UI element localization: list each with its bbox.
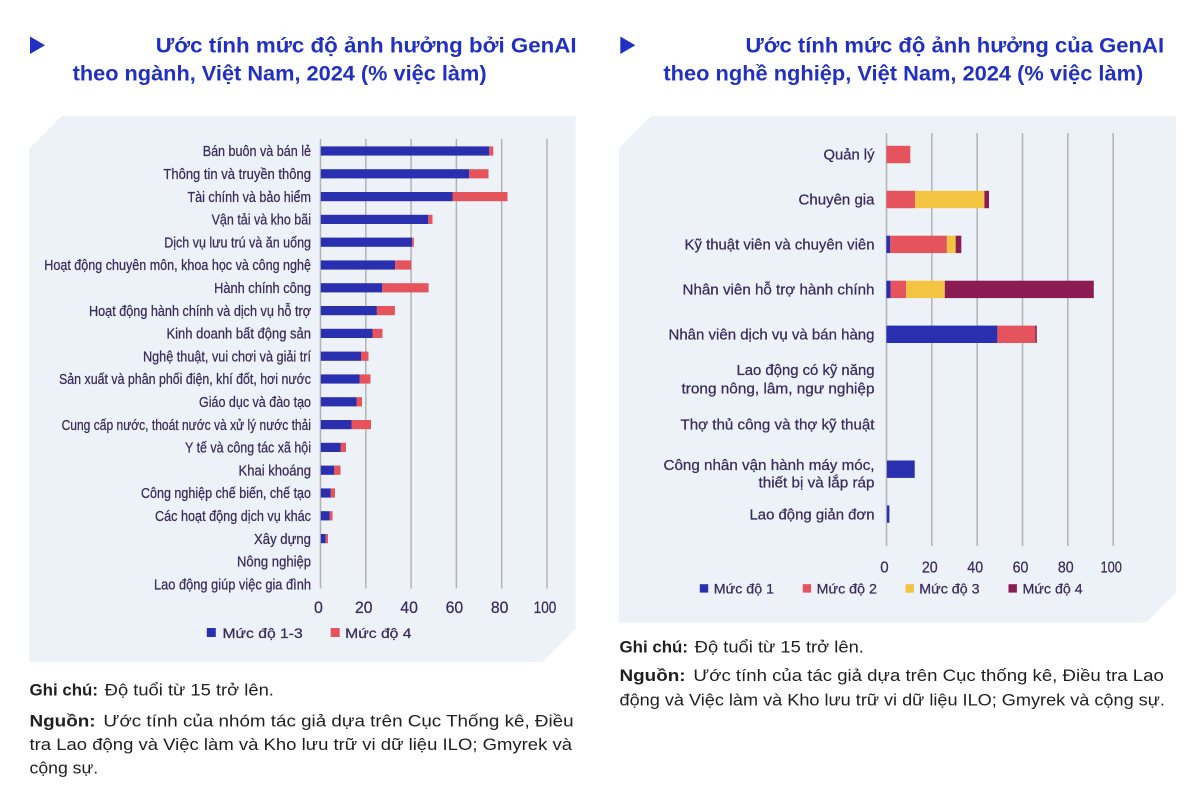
svg-text:Giáo dục và đào tạo: Giáo dục và đào tạo: [199, 395, 311, 411]
svg-text:60: 60: [446, 598, 464, 617]
svg-text:Hoạt động chuyên môn, khoa học: Hoạt động chuyên môn, khoa học và công n…: [44, 258, 311, 274]
svg-text:Mức độ 3: Mức độ 3: [919, 581, 979, 597]
svg-text:Hành chính công: Hành chính công: [214, 281, 311, 297]
svg-text:Mức độ 2: Mức độ 2: [817, 581, 877, 597]
svg-text:Các hoạt động dịch vụ khác: Các hoạt động dịch vụ khác: [155, 509, 311, 525]
svg-text:theo ngành, Việt Nam, 2024 (%: theo ngành, Việt Nam, 2024 (% việc làm): [73, 63, 487, 86]
svg-text:Mức độ 4: Mức độ 4: [1023, 581, 1083, 597]
svg-text:Lao động giúp việc gia đình: Lao động giúp việc gia đình: [154, 577, 311, 593]
svg-text:Ghi chú:: Ghi chú:: [620, 638, 689, 657]
svg-text:Ước tính của tác giả dựa trên: Ước tính của tác giả dựa trên Cục thống …: [693, 666, 1163, 685]
svg-text:40: 40: [400, 598, 418, 617]
svg-text:Nhân viên dịch vụ và bán hàng: Nhân viên dịch vụ và bán hàng: [669, 328, 875, 344]
svg-text:20: 20: [355, 598, 373, 617]
svg-text:Công nhân vận hành máy móc,: Công nhân vận hành máy móc,: [664, 458, 875, 474]
svg-text:Mức độ 1: Mức độ 1: [714, 581, 774, 597]
svg-text:Cung cấp nước, thoát nước và x: Cung cấp nước, thoát nước và xử lý nước …: [62, 418, 311, 434]
svg-text:Hoạt động hành chính và dịch v: Hoạt động hành chính và dịch vụ hỗ trợ: [89, 303, 311, 320]
svg-text:Khai khoáng: Khai khoáng: [239, 463, 312, 479]
svg-text:Mức độ 4: Mức độ 4: [345, 625, 412, 641]
svg-text:Ước tính mức độ ảnh hưởng của: Ước tính mức độ ảnh hưởng của GenAI: [746, 34, 1165, 57]
svg-text:Dịch vụ lưu trú và ăn uống: Dịch vụ lưu trú và ăn uống: [164, 235, 311, 251]
svg-text:trong nông, lâm, ngư nghiệp: trong nông, lâm, ngư nghiệp: [682, 382, 875, 398]
svg-text:Thợ thủ công và thợ kỹ thuật: Thợ thủ công và thợ kỹ thuật: [681, 417, 875, 433]
svg-text:Xây dựng: Xây dựng: [254, 532, 311, 548]
svg-text:Sản xuất và phân phối điện, kh: Sản xuất và phân phối điện, khí đốt, hơi…: [59, 372, 311, 388]
svg-text:Thông tin và truyền thông: Thông tin và truyền thông: [163, 167, 311, 183]
svg-text:Ghi chú:: Ghi chú:: [30, 680, 99, 699]
svg-text:40: 40: [967, 559, 983, 576]
svg-text:Quản lý: Quản lý: [824, 148, 876, 164]
svg-text:theo nghề nghiệp, Việt Nam, 20: theo nghề nghiệp, Việt Nam, 2024 (% việc…: [663, 63, 1143, 86]
svg-text:Kỹ thuật viên và chuyên viên: Kỹ thuật viên và chuyên viên: [685, 238, 875, 254]
svg-text:cộng sự.: cộng sự.: [30, 758, 99, 777]
svg-text:100: 100: [534, 598, 557, 617]
svg-text:Độ tuổi từ 15 trở lên.: Độ tuổi từ 15 trở lên.: [105, 680, 274, 699]
svg-text:Vận tải và kho bãi: Vận tải và kho bãi: [212, 213, 311, 229]
svg-text:Lao động có kỹ năng: Lao động có kỹ năng: [737, 363, 875, 379]
svg-text:Nông nghiệp: Nông nghiệp: [237, 555, 311, 571]
svg-text:động và Việc làm và Kho lưu tr: động và Việc làm và Kho lưu trữ vi dữ li…: [620, 691, 1165, 710]
svg-text:Độ tuổi từ 15 trở lên.: Độ tuổi từ 15 trở lên.: [695, 638, 864, 657]
svg-text:tra Lao động và Việc làm và Kh: tra Lao động và Việc làm và Kho lưu trữ …: [30, 735, 573, 754]
svg-text:Lao động giản đơn: Lao động giản đơn: [750, 507, 875, 523]
svg-text:Chuyên gia: Chuyên gia: [799, 193, 876, 209]
svg-text:Nguồn:: Nguồn:: [620, 666, 686, 685]
svg-text:80: 80: [1058, 559, 1074, 576]
svg-text:Nguồn:: Nguồn:: [30, 712, 96, 731]
svg-text:0: 0: [314, 598, 323, 617]
svg-text:0: 0: [880, 559, 888, 576]
svg-text:thiết bị và lắp ráp: thiết bị và lắp ráp: [759, 474, 875, 491]
svg-text:60: 60: [1013, 559, 1029, 576]
svg-text:Tài chính và bảo hiểm: Tài chính và bảo hiểm: [188, 190, 312, 206]
svg-text:80: 80: [491, 598, 509, 617]
svg-text:100: 100: [1101, 559, 1122, 576]
svg-text:Nghệ thuật, vui chơi và giải t: Nghệ thuật, vui chơi và giải trí: [143, 349, 311, 365]
svg-text:20: 20: [922, 559, 938, 576]
svg-text:Ước tính của nhóm tác giả dựa: Ước tính của nhóm tác giả dựa trên Cục T…: [103, 712, 573, 731]
svg-text:Công nghiệp chế biến, chế tạo: Công nghiệp chế biến, chế tạo: [141, 486, 311, 502]
svg-text:Nhân viên hỗ trợ hành chính: Nhân viên hỗ trợ hành chính: [683, 282, 875, 299]
svg-text:Bán buôn và bán lẻ: Bán buôn và bán lẻ: [203, 144, 311, 160]
svg-text:Mức độ 1-3: Mức độ 1-3: [223, 625, 303, 641]
svg-text:Ước tính mức độ ảnh hưởng bởi: Ước tính mức độ ảnh hưởng bởi GenAI: [156, 34, 577, 57]
svg-text:Kinh doanh bất động sản: Kinh doanh bất động sản: [167, 327, 312, 343]
svg-text:Y tế và công tác xã hội: Y tế và công tác xã hội: [185, 441, 311, 457]
